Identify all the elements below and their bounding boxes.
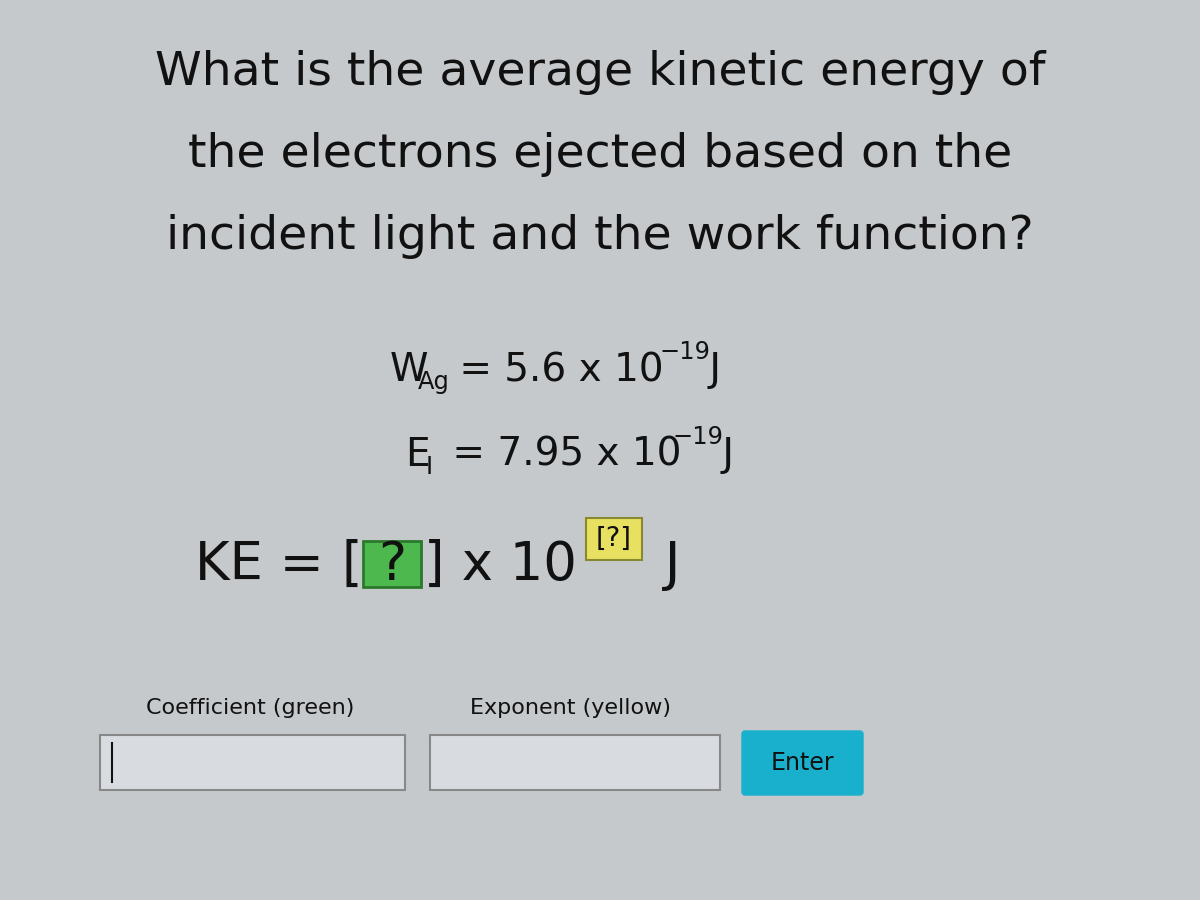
Text: W: W xyxy=(390,351,428,389)
Text: [: [ xyxy=(342,539,362,591)
Text: = 5.6 x 10: = 5.6 x 10 xyxy=(446,351,664,389)
FancyBboxPatch shape xyxy=(586,518,642,560)
Text: What is the average kinetic energy of: What is the average kinetic energy of xyxy=(155,50,1045,95)
FancyBboxPatch shape xyxy=(430,735,720,790)
Text: J: J xyxy=(697,351,721,389)
Text: = 7.95 x 10: = 7.95 x 10 xyxy=(440,436,682,474)
Text: I: I xyxy=(426,455,433,479)
Text: Ag: Ag xyxy=(418,370,450,394)
Text: −19: −19 xyxy=(672,425,722,449)
Text: incident light and the work function?: incident light and the work function? xyxy=(166,214,1034,259)
Text: Coefficient (green): Coefficient (green) xyxy=(146,698,354,718)
Text: −19: −19 xyxy=(659,340,710,364)
Text: E: E xyxy=(406,436,430,474)
Text: x 10: x 10 xyxy=(445,539,577,591)
Text: Exponent (yellow): Exponent (yellow) xyxy=(469,698,671,718)
Text: the electrons ejected based on the: the electrons ejected based on the xyxy=(188,132,1012,177)
Text: KE =: KE = xyxy=(194,539,341,591)
Text: Enter: Enter xyxy=(770,751,834,775)
FancyBboxPatch shape xyxy=(742,731,863,795)
Text: ]: ] xyxy=(424,539,444,591)
Text: ?: ? xyxy=(378,539,406,591)
FancyBboxPatch shape xyxy=(100,735,406,790)
FancyBboxPatch shape xyxy=(364,541,421,587)
Text: J: J xyxy=(710,436,734,474)
Text: J: J xyxy=(648,539,680,591)
Text: [?]: [?] xyxy=(596,526,632,552)
